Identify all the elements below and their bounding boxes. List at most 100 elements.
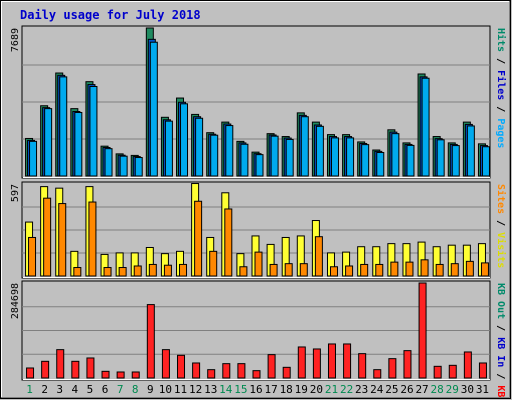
bar-kb-f-day-6 [101, 370, 110, 379]
panel-top-max-label: 7689 [10, 28, 21, 52]
legend-kb-out: KB Out [495, 283, 506, 319]
bar-pages-day-15 [240, 143, 249, 177]
bar-kb-f-day-26 [403, 350, 412, 379]
legend-sep: / [495, 367, 506, 385]
bar-sites-day-25 [390, 261, 399, 277]
bar-sites-day-22 [345, 265, 354, 277]
bar-sites-day-29 [450, 263, 459, 277]
bar-kb-f-day-30 [463, 351, 472, 379]
x-tick-label-day-7: 7 [117, 383, 124, 396]
x-tick-label-day-10: 10 [159, 383, 172, 396]
bar-kb-f-day-21 [327, 343, 336, 379]
bar-pages-day-10 [164, 120, 173, 177]
bar-sites-day-17 [269, 263, 278, 277]
bar-sites-day-16 [254, 251, 263, 277]
bar-kb-f-day-22 [343, 343, 352, 379]
bar-kb-f-day-23 [358, 353, 367, 379]
bar-sites-day-5 [88, 201, 97, 277]
bar-kb-f-day-3 [56, 349, 65, 379]
bar-kb-f-day-18 [282, 366, 291, 379]
panel-middle-max-label: 597 [10, 184, 21, 202]
x-tick-label-day-27: 27 [415, 383, 428, 396]
bar-pages-day-30 [466, 125, 475, 177]
bar-sites-day-1 [28, 236, 37, 277]
bar-sites-day-27 [420, 259, 429, 277]
bar-pages-day-31 [481, 146, 490, 177]
x-axis-day-labels: 1 2 3 4 5 6 7 8 9 10 11 12 13 14 15 16 17 18 19 20 21 22 23 24 2… [26, 383, 489, 396]
bar-kb-f-day-14 [222, 363, 231, 379]
panel-bottom-max-label: 284698 [10, 283, 21, 319]
bar-pages-day-4 [74, 111, 83, 177]
bar-pages-day-17 [270, 135, 279, 177]
bar-kb-f-day-17 [267, 354, 276, 379]
bar-kb-f-day-4 [71, 360, 80, 379]
bar-sites-day-18 [284, 263, 293, 277]
bar-kb-f-day-27 [418, 282, 427, 379]
bar-pages-day-21 [330, 137, 339, 177]
bar-pages-day-12 [195, 117, 204, 177]
x-tick-label-day-31: 31 [476, 383, 489, 396]
x-tick-label-day-30: 30 [461, 383, 474, 396]
series-kb-f [26, 282, 487, 379]
bar-pages-day-28 [436, 139, 445, 177]
bar-sites-day-7 [118, 267, 127, 277]
x-tick-label-day-14: 14 [219, 383, 233, 396]
x-tick-label-day-11: 11 [174, 383, 187, 396]
legend-visits: Visits [495, 232, 507, 268]
legend-kb-f: KB F [495, 385, 506, 400]
panel-top: 7689 Hits / Files / Pages [10, 25, 507, 179]
bar-pages-day-29 [451, 145, 460, 177]
bar-sites-day-13 [209, 250, 218, 277]
x-tick-label-day-5: 5 [87, 383, 94, 396]
x-tick-label-day-19: 19 [295, 383, 308, 396]
x-tick-label-day-28: 28 [431, 383, 444, 396]
bar-kb-f-day-9 [146, 304, 155, 379]
legend-sep: / [495, 100, 506, 118]
x-tick-label-day-13: 13 [204, 383, 217, 396]
legend-files: Files [495, 70, 507, 100]
bar-kb-f-day-7 [116, 371, 125, 379]
bar-sites-day-23 [360, 263, 369, 277]
bar-sites-day-15 [239, 266, 248, 277]
bar-kb-f-day-19 [297, 346, 306, 379]
bar-sites-day-14 [224, 208, 233, 277]
legend-sep: / [495, 319, 506, 337]
bar-pages-day-7 [119, 155, 128, 177]
bar-kb-f-day-8 [131, 371, 140, 379]
x-tick-label-day-17: 17 [264, 383, 277, 396]
bar-pages-day-8 [134, 157, 143, 177]
bar-sites-day-26 [405, 261, 414, 277]
bar-pages-day-16 [255, 154, 264, 177]
panel-middle-legend-label: Sites / Visits [495, 184, 507, 268]
bar-sites-day-28 [435, 263, 444, 277]
x-tick-label-day-8: 8 [132, 383, 139, 396]
bar-pages-day-14 [225, 125, 234, 177]
x-tick-label-day-9: 9 [147, 383, 154, 396]
bar-pages-day-22 [346, 137, 355, 177]
x-tick-label-day-15: 15 [234, 383, 247, 396]
x-tick-label-day-6: 6 [102, 383, 109, 396]
x-tick-label-day-22: 22 [340, 383, 353, 396]
bar-sites-day-8 [133, 265, 142, 277]
panel-bottom-legend-label: KB Out / KB In / KB F [495, 283, 506, 400]
bar-pages-day-13 [210, 134, 219, 177]
x-tick-label-day-16: 16 [249, 383, 262, 396]
bar-kb-f-day-5 [86, 357, 95, 379]
bar-pages-day-23 [361, 144, 370, 177]
chart-title: Daily usage for July 2018 [20, 8, 201, 22]
x-tick-label-day-21: 21 [325, 383, 338, 396]
bar-kb-f-day-28 [433, 365, 442, 379]
bar-sites-day-30 [465, 260, 474, 277]
bar-pages-day-1 [29, 140, 38, 177]
bar-sites-day-19 [299, 263, 308, 277]
x-tick-label-day-18: 18 [280, 383, 293, 396]
x-tick-label-day-4: 4 [72, 383, 79, 396]
panel-middle: 597 Sites / Visits [10, 181, 507, 279]
bar-sites-day-21 [329, 266, 338, 277]
bar-sites-day-20 [314, 236, 323, 277]
bar-sites-day-3 [58, 203, 67, 277]
bar-kb-f-day-10 [161, 349, 170, 379]
